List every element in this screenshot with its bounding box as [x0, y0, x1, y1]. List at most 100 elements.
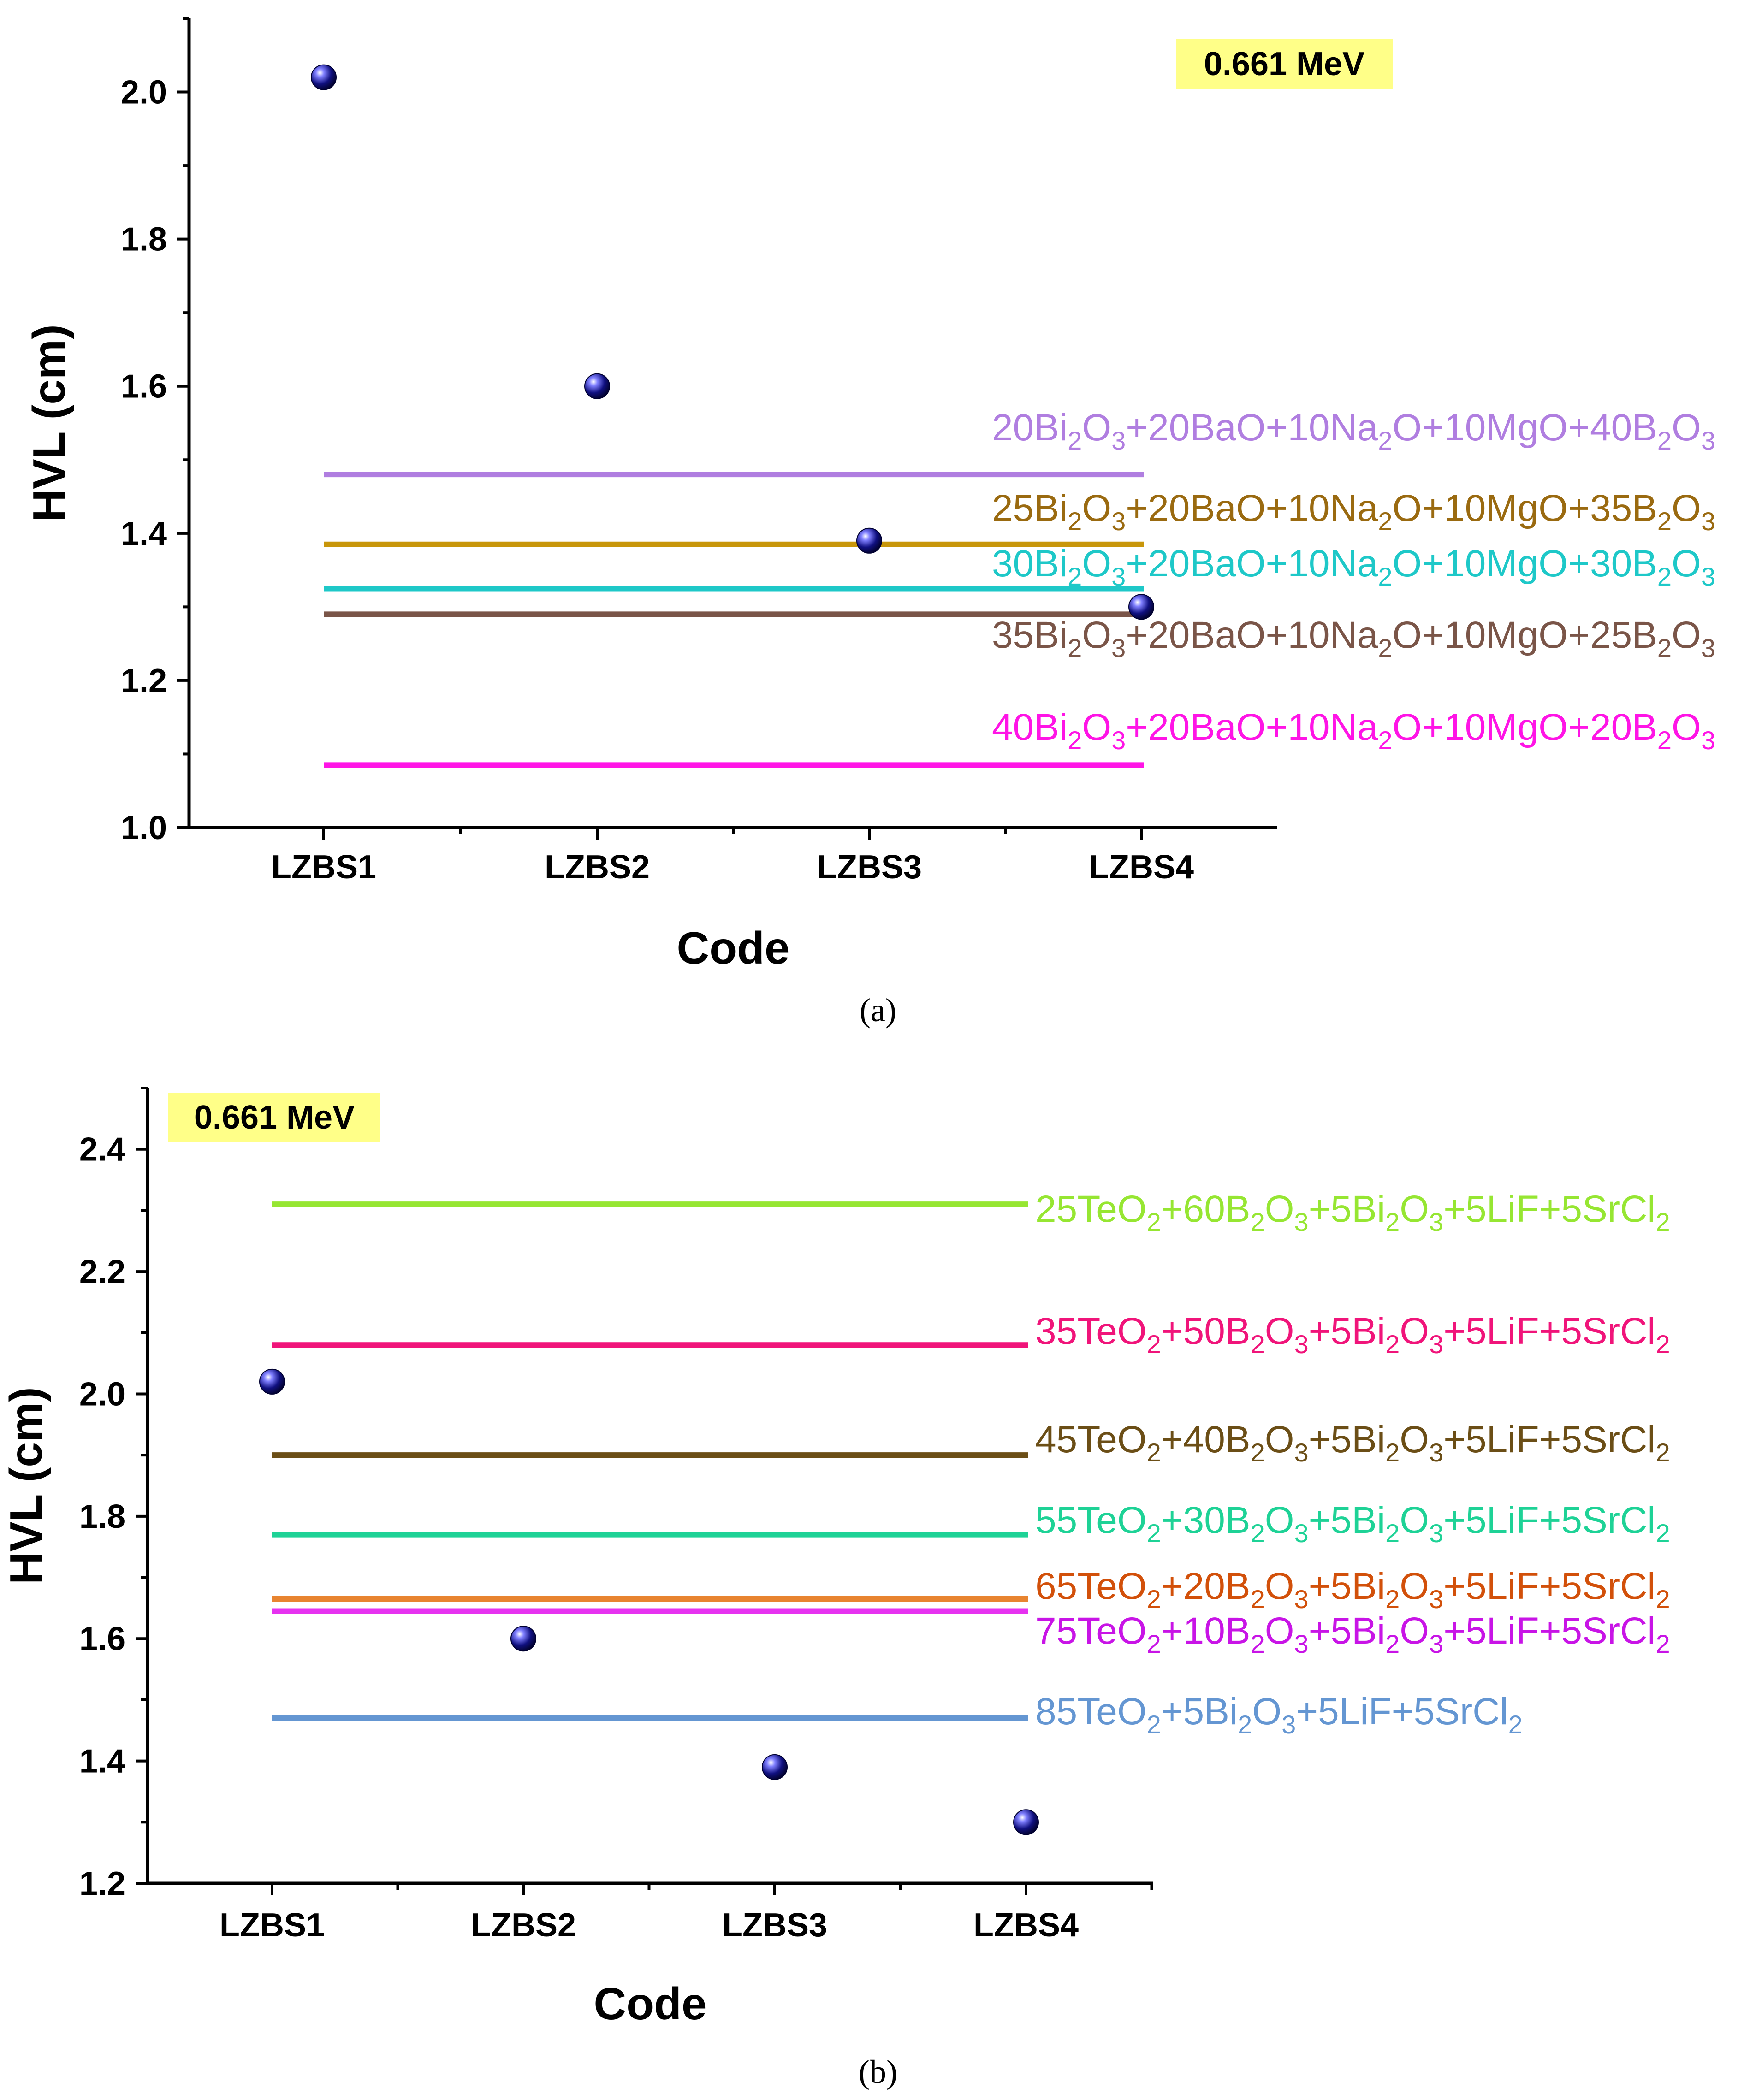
data-point	[311, 64, 337, 90]
formula-text: +5Bi	[1309, 1610, 1385, 1652]
formula-subscript: 3	[1429, 1330, 1443, 1359]
formula-text: +5LiF+5SrCl	[1443, 1499, 1655, 1541]
formula-text: 40Bi	[992, 706, 1068, 748]
energy-label: 0.661 MeV	[1204, 46, 1364, 83]
x-tick-label: LZBS2	[545, 849, 650, 886]
y-tick-label: 1.2	[79, 1865, 125, 1902]
formula-subscript: 2	[1147, 1629, 1161, 1658]
formula-subscript: 2	[1385, 1330, 1400, 1359]
formula-text: +40B	[1161, 1419, 1251, 1461]
y-tick-label: 1.8	[121, 221, 167, 258]
panel-caption: (a)	[860, 992, 896, 1029]
formula-text: +20BaO+10Na	[1126, 614, 1378, 656]
formula-text: O	[1672, 706, 1701, 748]
formula-text: O	[1082, 543, 1111, 585]
formula-subscript: 3	[1111, 426, 1126, 455]
formula-subscript: 3	[1429, 1438, 1443, 1467]
formula-text: O	[1082, 407, 1111, 449]
formula-subscript: 2	[1656, 1207, 1670, 1236]
formula-subscript: 2	[1378, 507, 1392, 536]
data-point	[259, 1368, 285, 1395]
data-point	[856, 527, 882, 554]
formula-text: +20BaO+10Na	[1126, 487, 1378, 529]
formula-text: 35Bi	[992, 614, 1068, 656]
formula-text: +5Bi	[1309, 1565, 1385, 1607]
formula-text: 20Bi	[992, 407, 1068, 449]
formula-text: +5Bi	[1309, 1310, 1385, 1352]
data-point	[1013, 1809, 1039, 1835]
y-tick-label: 2.4	[79, 1131, 125, 1168]
formula-subscript: 2	[1068, 426, 1082, 455]
formula-subscript: 2	[1656, 1629, 1670, 1658]
formula-text: O	[1672, 407, 1701, 449]
formula-text: +5LiF+5SrCl	[1443, 1610, 1655, 1652]
formula-text: 30Bi	[992, 543, 1068, 585]
formula-subscript: 3	[1429, 1585, 1443, 1614]
formula-text: O+10MgO+25B	[1393, 614, 1657, 656]
formula-subscript: 2	[1378, 726, 1392, 755]
formula-text: +20BaO+10Na	[1126, 706, 1378, 748]
formula-subscript: 3	[1429, 1519, 1443, 1548]
formula-subscript: 3	[1294, 1330, 1309, 1359]
formula-text: O	[1672, 487, 1701, 529]
formula-text: 65TeO	[1035, 1565, 1147, 1607]
formula-subscript: 2	[1238, 1710, 1252, 1739]
formula-subscript: 2	[1147, 1585, 1161, 1614]
formula-text: O	[1252, 1691, 1281, 1733]
formula-subscript: 3	[1111, 633, 1126, 663]
formula-subscript: 3	[1111, 726, 1126, 755]
x-axis-title: Code	[594, 1978, 707, 2029]
y-tick-label: 1.6	[79, 1621, 125, 1657]
reference-line-label: 75TeO2​+10B2​O3​+5Bi2​O3​+5LiF+5SrCl2​	[1035, 1610, 1670, 1658]
formula-text: +5LiF+5SrCl	[1296, 1691, 1508, 1733]
formula-text: 45TeO	[1035, 1419, 1147, 1461]
formula-text: +5Bi	[1161, 1691, 1238, 1733]
formula-subscript: 2	[1147, 1207, 1161, 1236]
formula-subscript: 2	[1385, 1438, 1400, 1467]
reference-line-label: 55TeO2​+30B2​O3​+5Bi2​O3​+5LiF+5SrCl2​	[1035, 1499, 1670, 1548]
formula-text: O	[1400, 1310, 1429, 1352]
formula-subscript: 2	[1251, 1330, 1265, 1359]
formula-subscript: 2	[1251, 1438, 1265, 1467]
formula-text: O	[1400, 1565, 1429, 1607]
formula-subscript: 3	[1429, 1629, 1443, 1658]
formula-subscript: 2	[1657, 726, 1672, 755]
data-point	[1128, 594, 1154, 620]
formula-text: O	[1082, 614, 1111, 656]
formula-text: O	[1265, 1610, 1294, 1652]
x-tick-label: LZBS3	[722, 1907, 827, 1944]
x-tick-label: LZBS3	[817, 849, 922, 886]
formula-text: 35TeO	[1035, 1310, 1147, 1352]
formula-subscript: 2	[1068, 726, 1082, 755]
formula-subscript: 2	[1147, 1710, 1161, 1739]
formula-text: O	[1082, 487, 1111, 529]
formula-text: O	[1400, 1610, 1429, 1652]
formula-text: +5LiF+5SrCl	[1443, 1565, 1655, 1607]
formula-text: +5Bi	[1309, 1499, 1385, 1541]
data-point	[584, 373, 610, 399]
formula-text: O+10MgO+20B	[1393, 706, 1657, 748]
formula-subscript: 2	[1068, 507, 1082, 536]
formula-subscript: 3	[1294, 1207, 1309, 1236]
formula-subscript: 2	[1378, 426, 1392, 455]
formula-subscript: 2	[1508, 1710, 1523, 1739]
formula-subscript: 2	[1656, 1519, 1670, 1548]
y-tick-label: 1.6	[121, 368, 167, 405]
formula-text: O	[1265, 1310, 1294, 1352]
formula-subscript: 3	[1294, 1519, 1309, 1548]
x-tick-label: LZBS2	[471, 1907, 576, 1944]
x-tick-label: LZBS1	[271, 849, 376, 886]
formula-subscript: 3	[1701, 562, 1715, 591]
formula-text: +20BaO+10Na	[1126, 543, 1378, 585]
reference-line-label: 40Bi2​O3​+20BaO+10Na2​O+10MgO+20B2​O3​	[992, 706, 1715, 755]
formula-subscript: 3	[1701, 726, 1715, 755]
formula-subscript: 2	[1147, 1519, 1161, 1548]
formula-subscript: 3	[1111, 562, 1126, 591]
formula-subscript: 2	[1656, 1330, 1670, 1359]
chart-panel-b: 1.2 1.4 1.6 1.8 2.0 2.2 2.4 LZBS1 LZBS2 LZBS3 LZBS…	[0, 1087, 1670, 2090]
formula-text: O+10MgO+35B	[1393, 487, 1657, 529]
y-axis-title: HVL (cm)	[0, 1387, 51, 1584]
formula-text: +5LiF+5SrCl	[1443, 1419, 1655, 1461]
formula-subscript: 3	[1281, 1710, 1296, 1739]
formula-text: 55TeO	[1035, 1499, 1147, 1541]
